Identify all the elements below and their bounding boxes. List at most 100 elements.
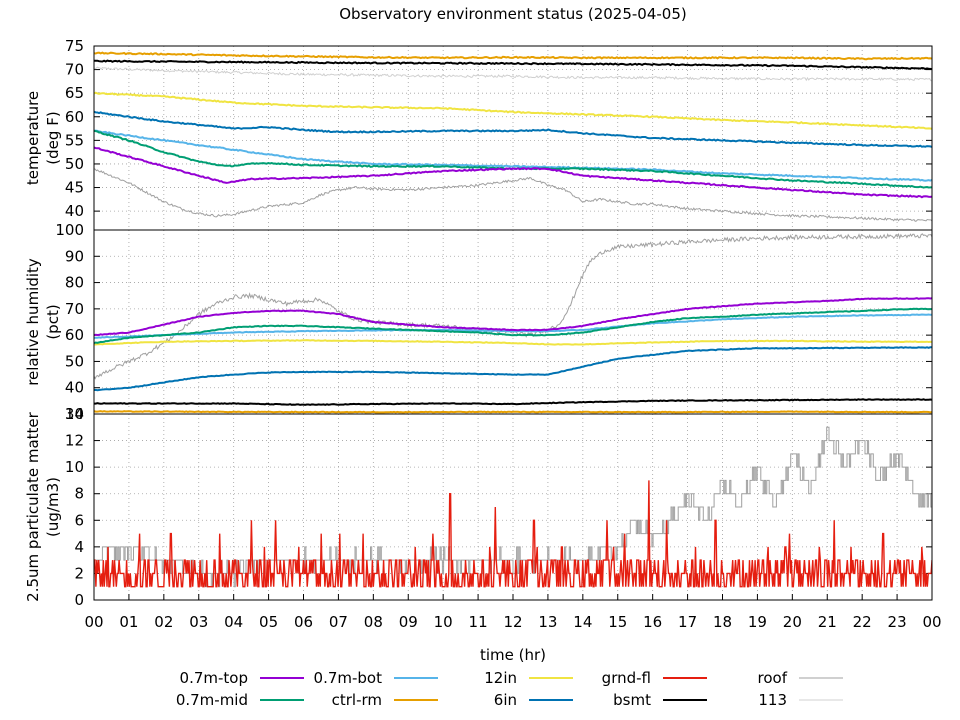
y-tick-label: 40 xyxy=(65,379,84,397)
series-0.7m-mid xyxy=(94,129,932,189)
x-tick-label: 22 xyxy=(853,613,872,631)
series-113 xyxy=(94,66,932,82)
x-tick-label: 14 xyxy=(573,613,592,631)
series-ctrl-rm xyxy=(94,410,932,414)
x-tick-label: 12 xyxy=(503,613,522,631)
y-axis-label: 2.5um particulate matter (ug/m3) xyxy=(24,411,62,601)
x-tick-label: 15 xyxy=(608,613,627,631)
y-tick-label: 70 xyxy=(65,61,84,79)
series-0.7m-bot xyxy=(94,129,932,182)
y-tick-label: 90 xyxy=(65,247,84,265)
legend-label: 6in xyxy=(494,691,517,709)
legend-item-ctrl-rm: ctrl-rm xyxy=(332,691,438,709)
series-0.7m-top xyxy=(94,146,932,199)
x-tick-label: 01 xyxy=(119,613,138,631)
series-roof xyxy=(94,232,932,380)
y-axis-label: relative humidity (pct) xyxy=(24,258,62,386)
series-ctrl-rm xyxy=(94,51,932,61)
x-tick-label: 18 xyxy=(713,613,732,631)
y-tick-label: 65 xyxy=(65,84,84,102)
legend-item-12in: 12in xyxy=(484,669,573,687)
legend-label: ctrl-rm xyxy=(332,691,382,709)
series-bsmt xyxy=(94,398,932,406)
legend-label: roof xyxy=(758,669,788,687)
y-tick-label: 30 xyxy=(65,405,84,423)
x-tick-label: 11 xyxy=(469,613,488,631)
x-tick-label: 19 xyxy=(748,613,767,631)
y-tick-label: 2 xyxy=(74,564,84,582)
series-bsmt xyxy=(94,59,932,71)
x-tick-label: 08 xyxy=(364,613,383,631)
series-group xyxy=(94,426,932,588)
y-tick-label: 6 xyxy=(74,511,84,529)
y-tick-label: 80 xyxy=(65,274,84,292)
x-axis: 00 01 02 03 04 05 06 07 08 09 10 11 12 13 14 15 16 17 18 19… xyxy=(84,594,942,631)
x-tick-label: 04 xyxy=(224,613,243,631)
legend-item-0.7m-top: 0.7m-top xyxy=(180,669,304,687)
y-tick-label: 45 xyxy=(65,179,84,197)
y-tick-label: 60 xyxy=(65,108,84,126)
x-tick-label: 23 xyxy=(888,613,907,631)
series-roof xyxy=(94,168,932,222)
series-12in xyxy=(94,91,932,130)
legend-item-0.7m-mid: 0.7m-mid xyxy=(176,691,304,709)
panel-humidity: 30 40 50 60 70 80 90 100 relative humidity (pct) xyxy=(24,221,933,423)
panel-temperature: 40 45 50 55 60 65 70 75 temperature (deg F) xyxy=(24,37,933,231)
legend-label: bsmt xyxy=(613,691,651,709)
y-tick-label: 8 xyxy=(74,485,84,503)
y-tick-label: 4 xyxy=(74,538,84,556)
legend-label: 0.7m-mid xyxy=(176,691,248,709)
x-tick-label: 03 xyxy=(189,613,208,631)
x-tick-label: 21 xyxy=(818,613,837,631)
x-tick-label: 10 xyxy=(434,613,453,631)
x-tick-label: 17 xyxy=(678,613,697,631)
legend-label: 0.7m-top xyxy=(180,669,248,687)
x-tick-label: 06 xyxy=(294,613,313,631)
series-12in xyxy=(94,339,932,346)
y-tick-label: 10 xyxy=(65,458,84,476)
x-tick-label: 13 xyxy=(538,613,557,631)
legend-label: grnd-fl xyxy=(602,669,651,687)
y-tick-label: 40 xyxy=(65,202,84,220)
x-axis-label: time (hr) xyxy=(480,646,546,664)
x-tick-label: 09 xyxy=(399,613,418,631)
x-tick-label: 20 xyxy=(783,613,802,631)
x-tick-label: 00 xyxy=(922,613,941,631)
series-0.7m-bot xyxy=(94,313,932,339)
chart-title: Observatory environment status (2025-04-… xyxy=(339,5,687,23)
y-tick-label: 14 xyxy=(65,405,84,423)
y-tick-label: 60 xyxy=(65,326,84,344)
x-tick-label: 02 xyxy=(154,613,173,631)
y-tick-label: 50 xyxy=(65,352,84,370)
legend-item-bsmt: bsmt xyxy=(613,691,707,709)
series-6in xyxy=(94,110,932,148)
y-axis-label: temperature (deg F) xyxy=(24,91,62,185)
y-tick-label: 50 xyxy=(65,155,84,173)
grid xyxy=(93,229,933,415)
legend-label: 0.7m-bot xyxy=(314,669,383,687)
y-tick-label: 100 xyxy=(55,221,84,239)
legend-item-0.7m-bot: 0.7m-bot xyxy=(314,669,438,687)
y-tick-label: 55 xyxy=(65,131,84,149)
y-tick-label: 12 xyxy=(65,432,84,450)
legend-label: 12in xyxy=(484,669,517,687)
series-group xyxy=(94,232,932,414)
panel-pm25: 0 2 4 6 8 10 12 142.5um particulate matter (ug/m… xyxy=(24,405,933,609)
y-tick-label: 0 xyxy=(74,591,84,609)
legend-item-grnd-fl: grnd-fl xyxy=(602,669,707,687)
legend-item-6in: 6in xyxy=(494,691,573,709)
series-group xyxy=(94,51,932,222)
series-grnd-fl xyxy=(94,480,932,588)
x-tick-label: 05 xyxy=(259,613,278,631)
series-6in xyxy=(94,346,932,392)
series-0.7m-top xyxy=(94,297,932,337)
y-tick-label: 75 xyxy=(65,37,84,55)
x-tick-label: 00 xyxy=(84,613,103,631)
legend-item-roof: roof xyxy=(758,669,843,687)
grid xyxy=(93,45,933,230)
legend-label: 113 xyxy=(758,691,787,709)
legend-item-113: 113 xyxy=(758,691,843,709)
x-tick-label: 16 xyxy=(643,613,662,631)
